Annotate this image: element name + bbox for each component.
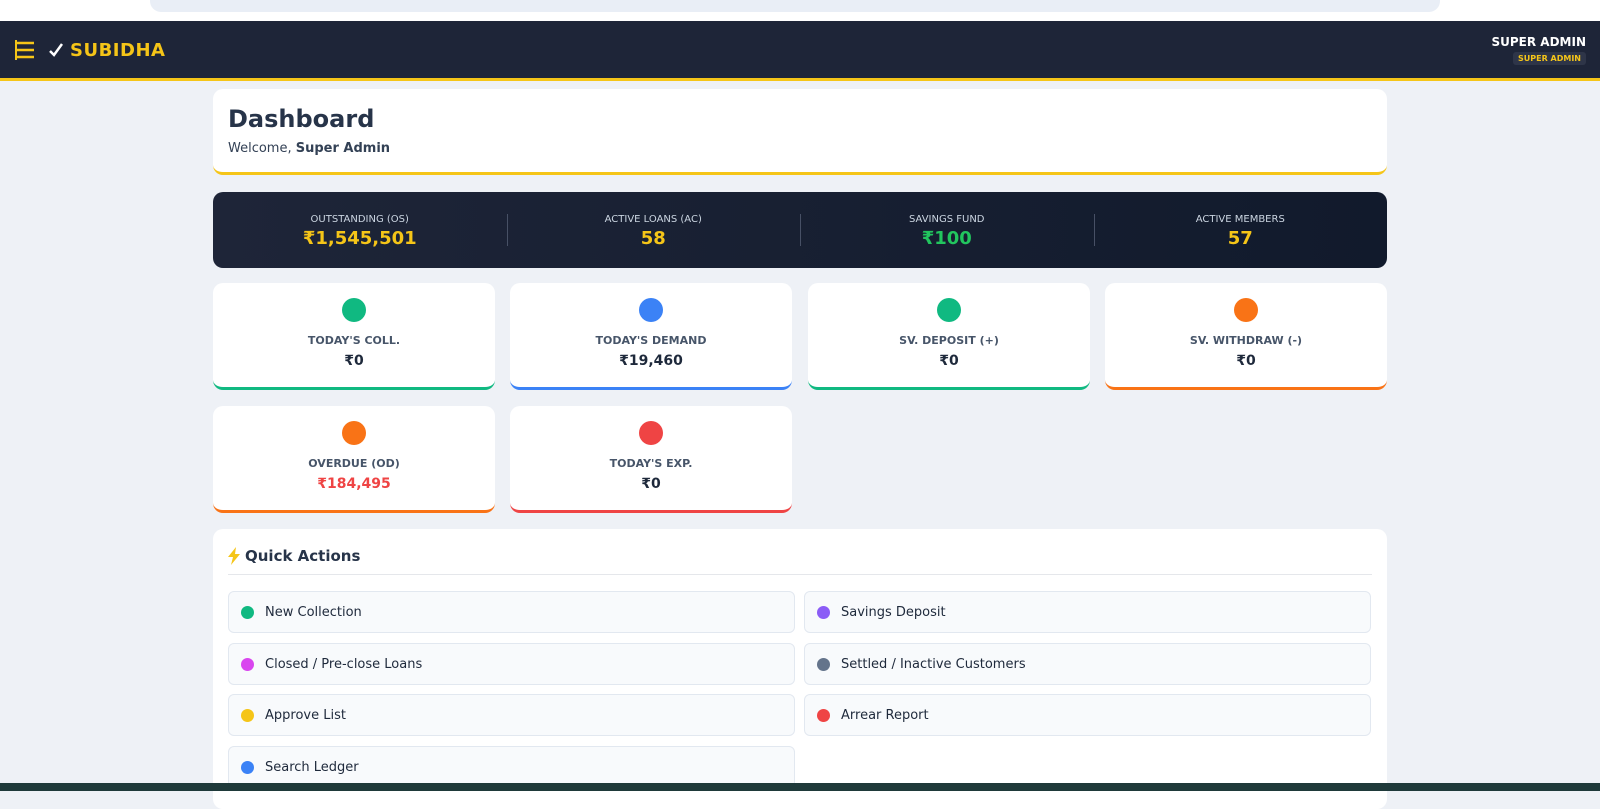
stat-card[interactable]: SV. WITHDRAW (-) ₹0 bbox=[1105, 283, 1387, 390]
action-button[interactable]: Arrear Report bbox=[804, 694, 1371, 736]
action-icon bbox=[817, 657, 830, 671]
card-icon bbox=[639, 421, 663, 445]
card-icon bbox=[1234, 298, 1258, 322]
summary-item: OUTSTANDING (OS) ₹1,545,501 bbox=[213, 192, 507, 268]
action-button[interactable]: Approve List bbox=[228, 694, 795, 736]
divider bbox=[228, 574, 1372, 575]
action-label: Settled / Inactive Customers bbox=[841, 656, 1026, 672]
action-icon bbox=[241, 606, 254, 619]
bolt-icon bbox=[228, 547, 240, 565]
action-button[interactable]: Search Ledger bbox=[228, 745, 795, 788]
action-icon bbox=[817, 606, 830, 619]
welcome-text: Welcome, bbox=[228, 141, 292, 156]
welcome: Welcome, Super Admin bbox=[228, 141, 390, 156]
action-label: Search Ledger bbox=[265, 759, 359, 775]
card-icon bbox=[342, 421, 366, 445]
separator bbox=[506, 214, 508, 246]
card-value: ₹0 bbox=[939, 353, 959, 369]
check-icon bbox=[49, 43, 64, 57]
action-icon bbox=[241, 709, 254, 722]
section-title: Quick Actions bbox=[245, 547, 361, 565]
address-bar[interactable] bbox=[150, 0, 1440, 12]
card-icon bbox=[342, 298, 366, 322]
stat-card[interactable]: OVERDUE (OD) ₹184,495 bbox=[213, 406, 495, 513]
brand[interactable]: SUBIDHA bbox=[70, 40, 166, 61]
action-label: New Collection bbox=[265, 605, 362, 620]
summary-label: ACTIVE MEMBERS bbox=[1195, 214, 1285, 225]
summary-value: 58 bbox=[640, 228, 666, 249]
summary-value: 57 bbox=[1227, 228, 1253, 249]
summary-item: SAVINGS FUND ₹100 bbox=[800, 192, 1094, 268]
stat-card[interactable]: TODAY'S EXP. ₹0 bbox=[510, 406, 792, 513]
separator bbox=[800, 214, 801, 246]
user-name[interactable]: SUPER ADMIN bbox=[1491, 35, 1587, 49]
summary-label: SAVINGS FUND bbox=[908, 214, 985, 225]
action-button[interactable]: Savings Deposit bbox=[804, 591, 1371, 633]
summary-label: OUTSTANDING (OS) bbox=[310, 214, 409, 225]
separator bbox=[1093, 214, 1095, 246]
stat-card[interactable]: SV. DEPOSIT (+) ₹0 bbox=[808, 283, 1090, 390]
user-role: SUPER ADMIN bbox=[1513, 52, 1586, 65]
title: Dashboard bbox=[228, 105, 375, 133]
stat-card[interactable]: TODAY'S DEMAND ₹19,460 bbox=[510, 283, 792, 390]
card-icon bbox=[639, 298, 663, 322]
action-icon bbox=[241, 760, 254, 774]
dashboard-header: Dashboard Welcome, Super Admin bbox=[213, 89, 1387, 175]
action-button[interactable]: New Collection bbox=[228, 591, 795, 633]
stat-card[interactable]: TODAY'S COLL. ₹0 bbox=[213, 283, 495, 390]
quick-actions: Quick Actions New Collection Savings Depo… bbox=[213, 529, 1387, 809]
action-label: Savings Deposit bbox=[841, 605, 946, 620]
action-button[interactable]: Settled / Inactive Customers bbox=[804, 642, 1371, 685]
card-value: ₹0 bbox=[344, 353, 364, 369]
action-label: Approve List bbox=[265, 708, 346, 723]
card-value: ₹0 bbox=[641, 476, 661, 492]
card-label: SV. WITHDRAW (-) bbox=[1189, 334, 1303, 347]
taskbar bbox=[0, 783, 1600, 791]
card-label: TODAY'S COLL. bbox=[307, 334, 401, 347]
action-button[interactable]: Closed / Pre-close Loans bbox=[228, 642, 795, 685]
summary-bar: OUTSTANDING (OS) ₹1,545,501 ACTIVE LOANS (… bbox=[213, 192, 1387, 268]
action-label: Arrear Report bbox=[841, 708, 929, 723]
user: Super Admin bbox=[295, 141, 391, 156]
action-icon bbox=[241, 657, 254, 671]
summary-item: ACTIVE MEMBERS 57 bbox=[1094, 192, 1388, 268]
card-label: OVERDUE (OD) bbox=[308, 457, 400, 470]
navbar bbox=[0, 21, 1600, 81]
action-label: Closed / Pre-close Loans bbox=[265, 656, 423, 672]
card-icon bbox=[937, 298, 961, 322]
card-label: TODAY'S EXP. bbox=[609, 457, 693, 470]
summary-value: ₹100 bbox=[921, 228, 972, 249]
browser-bar bbox=[0, 0, 1600, 21]
card-label: TODAY'S DEMAND bbox=[595, 334, 707, 347]
menu-icon[interactable] bbox=[14, 40, 36, 60]
card-value: ₹0 bbox=[1236, 353, 1256, 369]
action-icon bbox=[817, 709, 830, 722]
summary-value: ₹1,545,501 bbox=[302, 228, 417, 249]
card-label: SV. DEPOSIT (+) bbox=[899, 334, 999, 347]
summary-item: ACTIVE LOANS (AC) 58 bbox=[507, 192, 801, 268]
card-value: ₹19,460 bbox=[619, 353, 683, 369]
summary-label: ACTIVE LOANS (AC) bbox=[604, 214, 702, 225]
card-value: ₹184,495 bbox=[317, 476, 391, 492]
